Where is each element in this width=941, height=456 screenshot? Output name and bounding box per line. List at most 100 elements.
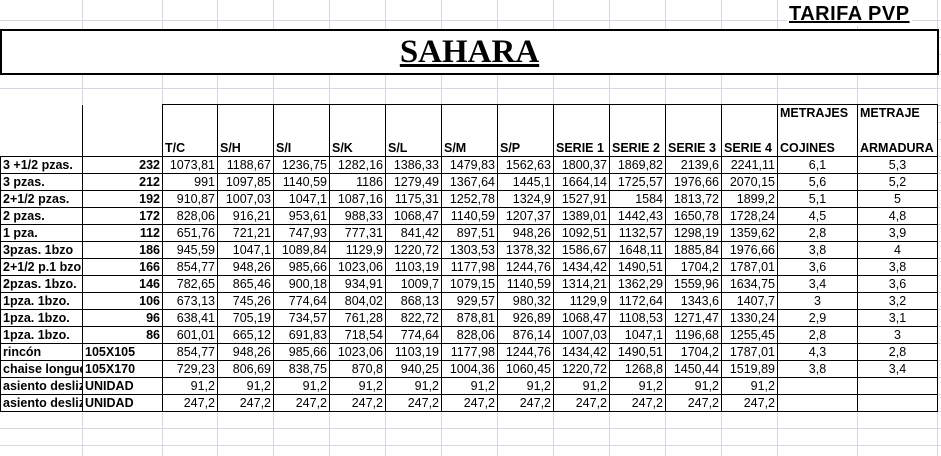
- price-cell[interactable]: 1207,37: [497, 207, 554, 225]
- price-cell[interactable]: 1519,89: [721, 360, 778, 378]
- cojines-cell[interactable]: 2,9: [777, 309, 858, 327]
- price-cell[interactable]: 1378,32: [497, 241, 554, 259]
- price-cell[interactable]: 1186: [329, 173, 386, 191]
- price-cell[interactable]: 91,2: [217, 377, 274, 395]
- price-cell[interactable]: 841,42: [385, 224, 442, 242]
- price-cell[interactable]: 1490,51: [609, 258, 666, 276]
- price-cell[interactable]: 91,2: [329, 377, 386, 395]
- price-cell[interactable]: 1303,53: [441, 241, 498, 259]
- price-cell[interactable]: 638,41: [162, 309, 218, 327]
- product-name-cell[interactable]: 2+1/2 pzas.: [0, 190, 83, 208]
- column-header[interactable]: S/H: [217, 104, 274, 157]
- price-cell[interactable]: 828,06: [441, 326, 498, 344]
- price-cell[interactable]: 1389,01: [553, 207, 610, 225]
- product-code-cell[interactable]: 146: [82, 275, 163, 293]
- price-cell[interactable]: 1407,7: [721, 292, 778, 310]
- price-cell[interactable]: 1140,59: [497, 275, 554, 293]
- cojines-cell[interactable]: 3: [777, 292, 858, 310]
- price-cell[interactable]: 747,93: [273, 224, 330, 242]
- price-cell[interactable]: 1271,47: [665, 309, 722, 327]
- price-cell[interactable]: 1140,59: [441, 207, 498, 225]
- price-cell[interactable]: 988,33: [329, 207, 386, 225]
- price-cell[interactable]: 1140,59: [273, 173, 330, 191]
- armadura-cell[interactable]: 5,2: [857, 173, 938, 191]
- product-name-cell[interactable]: rincón: [0, 343, 83, 361]
- price-cell[interactable]: 1362,29: [609, 275, 666, 293]
- price-cell[interactable]: 1279,49: [385, 173, 442, 191]
- cojines-cell[interactable]: 4,5: [777, 207, 858, 225]
- price-cell[interactable]: 1650,78: [665, 207, 722, 225]
- price-cell[interactable]: 1092,51: [553, 224, 610, 242]
- price-cell[interactable]: 1330,24: [721, 309, 778, 327]
- price-cell[interactable]: 1047,1: [273, 190, 330, 208]
- cojines-cell[interactable]: 3,4: [777, 275, 858, 293]
- price-cell[interactable]: 854,77: [162, 258, 218, 276]
- armadura-cell[interactable]: 3,8: [857, 258, 938, 276]
- cojines-cell[interactable]: 3,6: [777, 258, 858, 276]
- price-cell[interactable]: 1634,75: [721, 275, 778, 293]
- product-code-cell[interactable]: 105X105: [82, 343, 163, 361]
- price-cell[interactable]: 1869,82: [609, 156, 666, 174]
- price-cell[interactable]: 828,06: [162, 207, 218, 225]
- price-cell[interactable]: 1172,64: [609, 292, 666, 310]
- price-cell[interactable]: 1196,68: [665, 326, 722, 344]
- price-cell[interactable]: 1220,72: [385, 241, 442, 259]
- price-cell[interactable]: 1007,03: [553, 326, 610, 344]
- price-cell[interactable]: 1562,63: [497, 156, 554, 174]
- product-code-cell[interactable]: 96: [82, 309, 163, 327]
- price-cell[interactable]: 1252,78: [441, 190, 498, 208]
- cojines-cell[interactable]: [777, 394, 858, 412]
- price-cell[interactable]: 1664,14: [553, 173, 610, 191]
- product-name-cell[interactable]: 1pza. 1bzo.: [0, 326, 83, 344]
- product-name-cell[interactable]: 1pza. 1bzo.: [0, 309, 83, 327]
- price-cell[interactable]: 1704,2: [665, 258, 722, 276]
- price-cell[interactable]: 1434,42: [553, 258, 610, 276]
- price-cell[interactable]: 1023,06: [329, 258, 386, 276]
- price-cell[interactable]: 1060,45: [497, 360, 554, 378]
- price-cell[interactable]: 1728,24: [721, 207, 778, 225]
- price-cell[interactable]: 926,89: [497, 309, 554, 327]
- price-cell[interactable]: 1343,6: [665, 292, 722, 310]
- price-cell[interactable]: 91,2: [441, 377, 498, 395]
- price-cell[interactable]: 1704,2: [665, 343, 722, 361]
- price-cell[interactable]: 1236,75: [273, 156, 330, 174]
- price-cell[interactable]: 1787,01: [721, 343, 778, 361]
- price-cell[interactable]: 991: [162, 173, 218, 191]
- cojines-cell[interactable]: [777, 377, 858, 395]
- price-cell[interactable]: 1367,64: [441, 173, 498, 191]
- product-name-cell[interactable]: 3 +1/2 pzas.: [0, 156, 83, 174]
- price-cell[interactable]: 729,23: [162, 360, 218, 378]
- price-cell[interactable]: 1268,8: [609, 360, 666, 378]
- price-cell[interactable]: 1976,66: [721, 241, 778, 259]
- product-code-cell[interactable]: 186: [82, 241, 163, 259]
- price-cell[interactable]: 91,2: [273, 377, 330, 395]
- price-cell[interactable]: 865,46: [217, 275, 274, 293]
- price-cell[interactable]: 1103,19: [385, 258, 442, 276]
- price-cell[interactable]: 940,25: [385, 360, 442, 378]
- price-cell[interactable]: 1255,45: [721, 326, 778, 344]
- price-cell[interactable]: 945,59: [162, 241, 218, 259]
- price-cell[interactable]: 1047,1: [609, 326, 666, 344]
- price-cell[interactable]: 2070,15: [721, 173, 778, 191]
- price-cell[interactable]: 1068,47: [553, 309, 610, 327]
- price-cell[interactable]: 916,21: [217, 207, 274, 225]
- price-cell[interactable]: 1298,19: [665, 224, 722, 242]
- product-name-cell[interactable]: asiento deslizante: [0, 394, 83, 412]
- price-cell[interactable]: 745,26: [217, 292, 274, 310]
- column-header[interactable]: SERIE 2: [609, 104, 666, 157]
- price-cell[interactable]: 1023,06: [329, 343, 386, 361]
- price-cell[interactable]: 948,26: [497, 224, 554, 242]
- price-cell[interactable]: 2139,6: [665, 156, 722, 174]
- price-cell[interactable]: 1527,91: [553, 190, 610, 208]
- price-cell[interactable]: 782,65: [162, 275, 218, 293]
- price-cell[interactable]: 1087,16: [329, 190, 386, 208]
- price-cell[interactable]: 705,19: [217, 309, 274, 327]
- price-cell[interactable]: 900,18: [273, 275, 330, 293]
- product-code-cell[interactable]: UNIDAD: [82, 377, 163, 395]
- product-code-cell[interactable]: UNIDAD: [82, 394, 163, 412]
- price-cell[interactable]: 91,2: [497, 377, 554, 395]
- price-cell[interactable]: 985,66: [273, 343, 330, 361]
- price-cell[interactable]: 1103,19: [385, 343, 442, 361]
- price-cell[interactable]: 1132,57: [609, 224, 666, 242]
- metrajes-cojines-header[interactable]: METRAJES COJINES: [777, 104, 858, 157]
